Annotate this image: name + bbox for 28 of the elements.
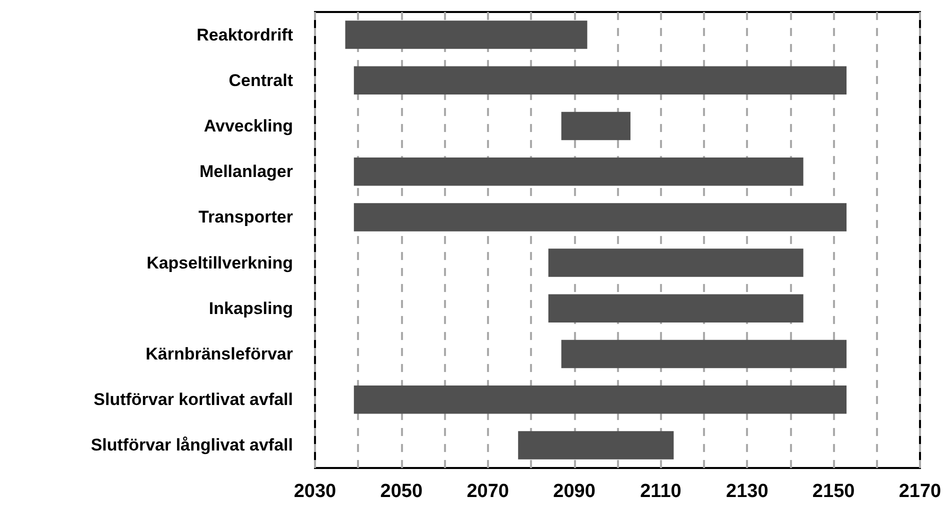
x-tick-label: 2150 [812, 481, 855, 502]
x-tick-label: 2050 [380, 481, 423, 502]
y-tick-label: Mellanlager [199, 162, 294, 182]
bar [354, 385, 847, 414]
bar [548, 294, 804, 323]
bar [345, 20, 588, 49]
bar [561, 340, 847, 368]
y-tick-label: Kapseltillverkning [146, 253, 293, 272]
y-tick-label: Reaktordrift [196, 25, 294, 44]
y-tick-label: Slutförvar kortlivat avfall [94, 390, 293, 410]
bar [354, 157, 804, 186]
x-tick-label: 2070 [466, 481, 509, 502]
y-tick-label: Avveckling [204, 116, 293, 136]
bar [518, 431, 674, 460]
x-tick-label: 2110 [640, 481, 682, 502]
x-tick-label: 2030 [294, 481, 336, 502]
y-tick-label: Centralt [228, 70, 294, 90]
y-tick-label: Inkapsling [208, 298, 293, 318]
bar [548, 248, 804, 277]
bar [354, 203, 847, 232]
y-tick-label: Kärnbränsleförvar [146, 344, 294, 364]
y-tick-label: Transporter [198, 208, 294, 227]
x-tick-label: 2090 [553, 481, 596, 502]
x-tick-label: 2130 [726, 481, 768, 502]
bar [561, 112, 630, 140]
bar [354, 66, 847, 95]
x-tick-label: 2170 [898, 481, 942, 502]
y-tick-label: Slutförvar långlivat avfall [90, 436, 293, 455]
